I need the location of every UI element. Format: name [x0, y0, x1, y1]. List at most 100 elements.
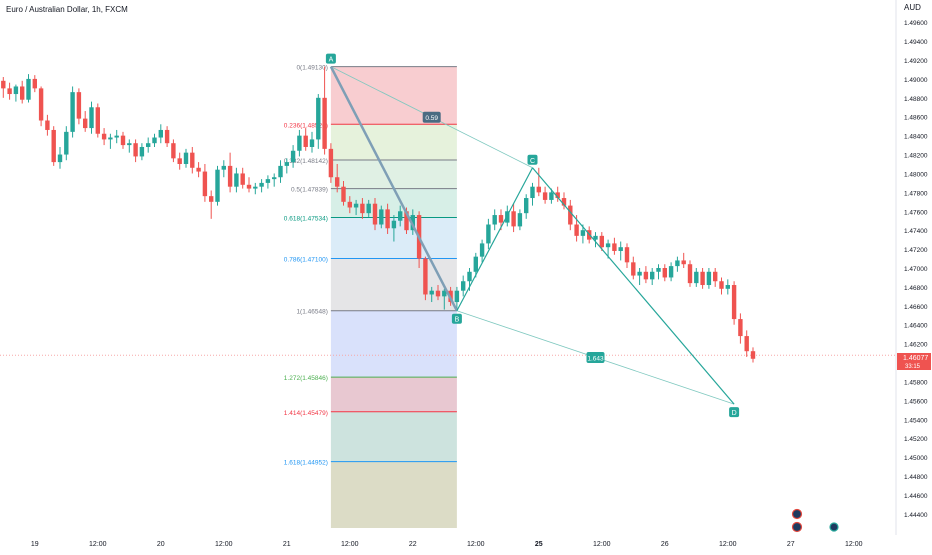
fib-zone — [330, 258, 457, 311]
pattern-point-label: B — [455, 317, 460, 324]
candle-body — [183, 152, 189, 164]
candle-body — [190, 152, 195, 168]
pattern-ratio-label: 1.643 — [587, 355, 604, 362]
candle-body — [13, 86, 19, 95]
pattern-point-badge[interactable] — [527, 154, 538, 165]
fib-zone — [330, 377, 457, 412]
time-axis[interactable]: 19 12:00 20 12:00 21 12:00 22 12:00 25 12:00 26 12:… — [31, 541, 863, 548]
fib-zone — [330, 411, 457, 462]
fib-level-label: 1.272(1.45846) — [284, 375, 328, 382]
candle-body — [114, 135, 119, 138]
candle-body — [303, 135, 308, 147]
time-tick-label: 12:00 — [89, 541, 107, 548]
candle-body — [158, 129, 163, 138]
candle-body — [253, 186, 258, 189]
price-tick-label: 1.48200 — [904, 153, 928, 160]
fib-level-label: 0(1.49130) — [296, 65, 327, 72]
price-tick-label: 1.49000 — [904, 77, 928, 84]
candle-body — [429, 290, 434, 295]
candle-body — [259, 182, 264, 187]
candle-body — [637, 271, 642, 276]
candle-body — [335, 177, 340, 187]
candle-body — [668, 266, 674, 278]
fib-zone — [330, 310, 457, 378]
pattern-point-badge[interactable] — [325, 53, 336, 64]
candle-body — [83, 118, 88, 129]
candle-body — [127, 143, 132, 146]
candle-body — [561, 198, 567, 206]
candle-body — [101, 133, 107, 140]
candle-body — [675, 260, 680, 267]
time-tick-label: 12:00 — [593, 541, 611, 548]
candle-body — [316, 97, 321, 140]
candle-body — [26, 78, 31, 100]
candle-body — [706, 271, 712, 286]
fib-zone — [330, 160, 457, 189]
pattern-ratio-label: 0.59 — [425, 115, 438, 122]
candle-body — [442, 290, 447, 297]
candle-body — [133, 143, 138, 157]
candle-body — [524, 198, 529, 214]
candle-body — [341, 186, 346, 202]
candle-body — [725, 285, 730, 289]
candle-body — [120, 135, 126, 146]
price-tick-label: 1.48600 — [904, 115, 928, 122]
pattern-point-label: A — [329, 57, 334, 64]
candle-body — [284, 162, 289, 166]
pattern-ratio-badge — [586, 351, 605, 363]
candle-body — [51, 129, 56, 163]
event-marker-icon[interactable] — [791, 521, 803, 533]
pattern-point-badge[interactable] — [451, 313, 462, 324]
candle-body — [750, 351, 756, 359]
event-markers[interactable] — [791, 508, 839, 533]
candle-body — [272, 177, 277, 180]
candle-body — [139, 146, 145, 157]
pattern-leg-cd — [532, 167, 735, 405]
candle-body — [662, 268, 667, 278]
fib-level-label: 1.618(1.44952) — [284, 460, 328, 467]
candle-body — [202, 171, 208, 197]
candle-body — [32, 78, 37, 89]
pattern-leg-bc — [456, 167, 534, 312]
candle-body — [171, 143, 176, 159]
candle-body — [366, 203, 371, 214]
candle-body — [505, 211, 510, 223]
fib-level-label: 1.414(1.45479) — [284, 410, 328, 417]
candle-body — [605, 243, 611, 248]
candle-body — [498, 215, 504, 223]
pattern-point-badge[interactable] — [729, 407, 740, 418]
candle-body — [360, 203, 365, 214]
candle-body — [461, 281, 466, 291]
time-tick-label: 27 — [787, 541, 795, 548]
price-tick-label: 1.45400 — [904, 417, 928, 424]
fib-level-label: 0.786(1.47100) — [284, 257, 328, 264]
candle-body — [379, 209, 384, 225]
fib-zone — [330, 124, 457, 161]
candle-body — [574, 224, 579, 236]
pattern-point-label: D — [732, 410, 737, 417]
price-tick-label: 1.47800 — [904, 190, 928, 197]
event-marker-icon[interactable] — [791, 508, 803, 520]
event-marker-icon[interactable] — [829, 522, 839, 532]
candle-body — [265, 179, 271, 183]
time-tick-label: 12:00 — [467, 541, 485, 548]
candle-body — [599, 235, 604, 248]
fib-retracement[interactable]: 0(1.49130) 0.236(1.48520) 0.382(1.48142) 0.… — [284, 65, 457, 528]
abcd-pattern[interactable]: 0.59 1.643 A B C D — [325, 53, 740, 418]
candle-body — [297, 135, 302, 151]
currency-label: AUD — [904, 3, 921, 12]
candle-body — [146, 143, 151, 147]
candle-body — [435, 290, 441, 297]
price-axis[interactable]: 1.49600 1.49400 1.49200 1.49000 1.48800 1.486… — [904, 20, 928, 519]
price-badge-value: 1.46077 — [903, 355, 928, 362]
fib-level-label: 0.618(1.47534) — [284, 216, 328, 223]
fib-level-label: 0.236(1.48520) — [284, 122, 328, 129]
candle-body — [555, 192, 560, 199]
candle-body — [700, 271, 705, 286]
candle-body — [549, 192, 554, 200]
price-tick-label: 1.49200 — [904, 58, 928, 65]
candle-body — [290, 150, 296, 163]
